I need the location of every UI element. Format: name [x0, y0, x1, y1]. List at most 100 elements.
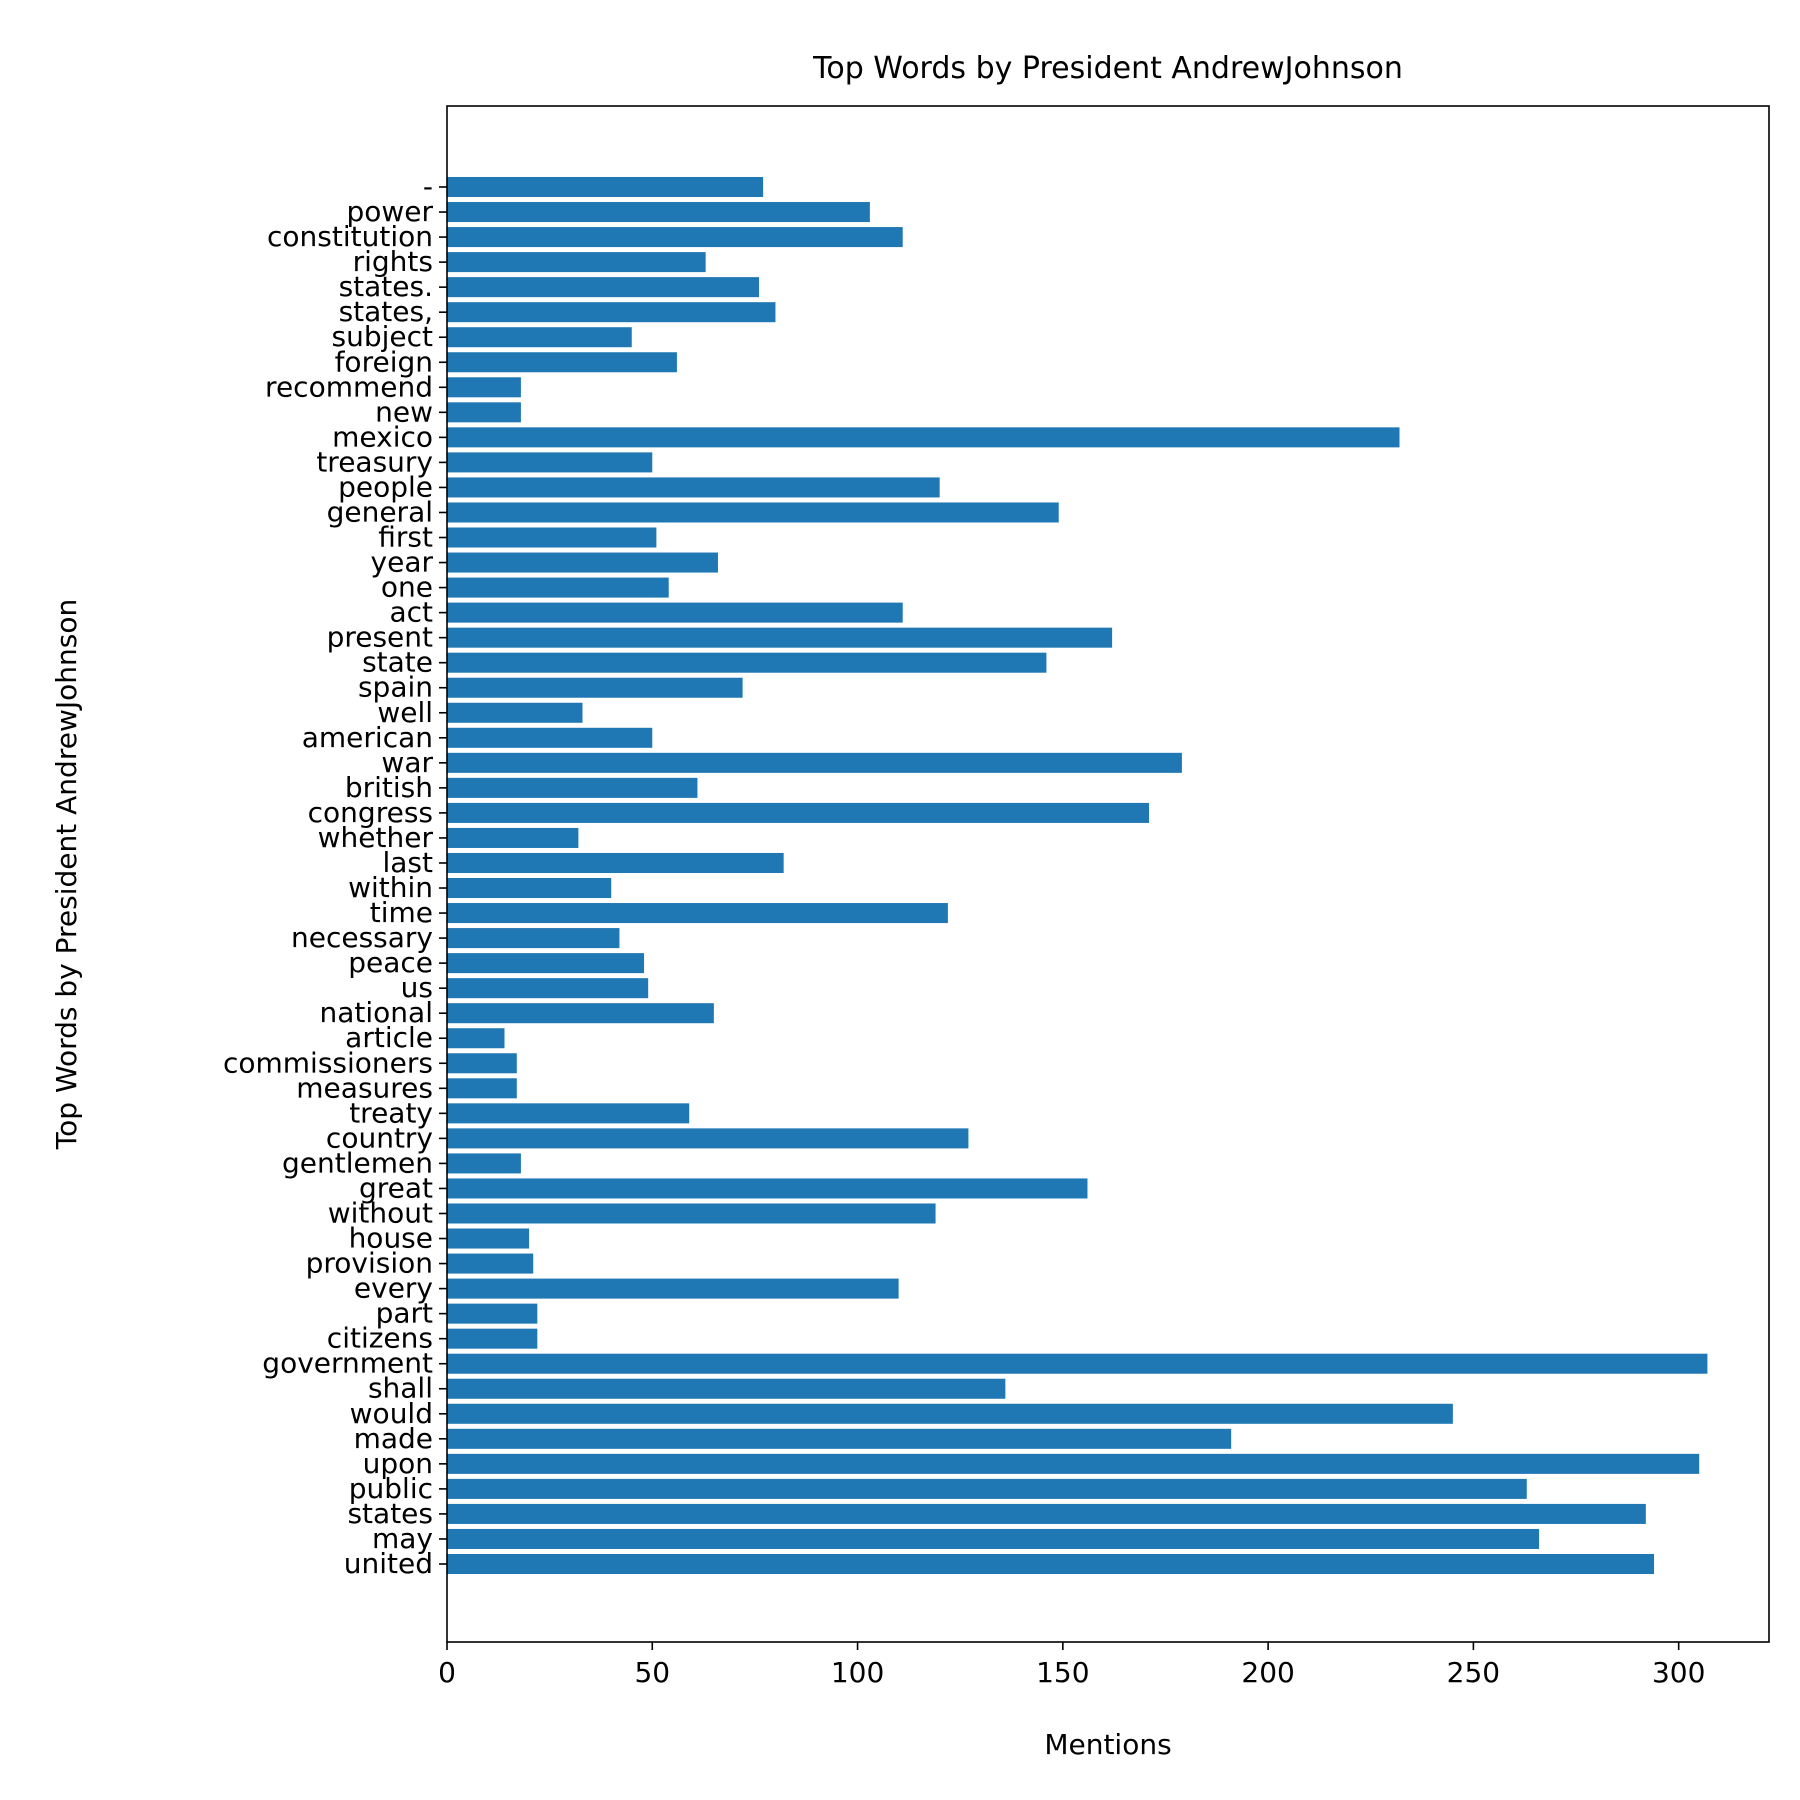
bars-group: [447, 176, 1708, 1575]
bar: [447, 903, 948, 924]
y-tick-label: power: [346, 195, 433, 228]
bar: [447, 1128, 969, 1149]
y-tick-label: -: [423, 170, 433, 203]
y-tick-label: state: [362, 646, 433, 679]
bar: [447, 302, 776, 323]
y-tick-label: upon: [363, 1447, 433, 1480]
bar: [447, 1178, 1088, 1199]
y-tick-label: article: [345, 1021, 433, 1054]
bar: [447, 802, 1150, 823]
bar: [447, 227, 903, 248]
bar: [447, 677, 743, 698]
y-axis-label: Top Words by President AndrewJohnson: [50, 599, 83, 1150]
y-tick-label: government: [262, 1347, 433, 1380]
y-tick-label: measures: [296, 1071, 433, 1104]
x-tick-label: 150: [1036, 1656, 1089, 1689]
y-tick-label: present: [327, 621, 433, 654]
bar: [447, 1228, 530, 1249]
y-tick-label: british: [345, 771, 433, 804]
y-tick-label: house: [349, 1222, 433, 1255]
bar: [447, 702, 583, 723]
y-tick-label: new: [375, 395, 433, 428]
y-tick-label: treaty: [349, 1096, 433, 1129]
bar: [447, 652, 1047, 673]
y-tick-label: states: [347, 1497, 433, 1530]
bar: [447, 1328, 538, 1349]
bar: [447, 777, 698, 798]
bar: [447, 477, 940, 498]
bar: [447, 627, 1113, 648]
x-axis: 0 50 100 150 200 250 300: [438, 1642, 1705, 1689]
y-tick-label: without: [328, 1196, 433, 1229]
bar: [447, 277, 760, 298]
y-tick-label: citizens: [327, 1322, 433, 1355]
y-tick-label: gentlemen: [282, 1146, 433, 1179]
y-tick-label: every: [354, 1272, 433, 1305]
bar: [447, 1028, 505, 1049]
bar: [447, 402, 521, 423]
bar: [447, 1003, 714, 1024]
bar: [447, 953, 645, 974]
y-tick-label: rights: [353, 245, 433, 278]
y-tick-label: war: [381, 746, 433, 779]
bar: [447, 752, 1182, 773]
bar: [447, 1053, 517, 1074]
y-tick-label: united: [344, 1547, 433, 1580]
y-tick-label: constitution: [267, 220, 433, 253]
y-tick-label: part: [376, 1297, 433, 1330]
y-tick-label: congress: [308, 796, 433, 829]
y-tick-label: foreign: [335, 345, 433, 378]
bar: [447, 1403, 1453, 1424]
bar: [447, 352, 677, 373]
y-tick-label: great: [359, 1171, 433, 1204]
bar: [447, 852, 784, 873]
bar: [447, 527, 657, 548]
y-tick-label: peace: [348, 946, 433, 979]
bar: [447, 1103, 690, 1124]
bar: [447, 1253, 534, 1274]
bar: [447, 1353, 1708, 1374]
y-tick-label: within: [348, 871, 433, 904]
bar: [447, 1203, 936, 1224]
y-tick-label: recommend: [265, 370, 433, 403]
y-tick-label: time: [370, 896, 433, 929]
y-tick-label: year: [371, 546, 434, 579]
bar: [447, 1378, 1006, 1399]
bar: [447, 602, 903, 623]
x-tick-label: 0: [438, 1656, 456, 1689]
y-tick-label: whether: [318, 821, 434, 854]
bar: [447, 878, 612, 899]
bar: [447, 1503, 1646, 1524]
y-tick-label: made: [354, 1422, 433, 1455]
bar: [447, 1303, 538, 1324]
y-tick-label: states,: [339, 295, 433, 328]
y-tick-label: spain: [358, 671, 433, 704]
y-tick-label: provision: [306, 1247, 433, 1280]
bar: [447, 1278, 899, 1299]
y-tick-label: country: [326, 1121, 433, 1154]
bar: [447, 1078, 517, 1099]
bar: [447, 552, 718, 573]
y-tick-label: one: [381, 571, 433, 604]
bar: [447, 1478, 1527, 1499]
bar: [447, 1428, 1232, 1449]
chart-title: Top Words by President AndrewJohnson: [812, 51, 1403, 86]
y-tick-label: may: [372, 1522, 433, 1555]
y-tick-label: public: [349, 1472, 433, 1505]
y-tick-label: people: [338, 470, 433, 503]
x-tick-label: 50: [634, 1656, 670, 1689]
y-tick-label: us: [401, 971, 433, 1004]
bar: [447, 202, 870, 223]
y-tick-label: necessary: [291, 921, 433, 954]
bar: [447, 427, 1400, 448]
y-tick-label: american: [302, 721, 433, 754]
y-tick-label: treasury: [316, 445, 433, 478]
plot-frame: [446, 105, 1770, 1643]
bar: [447, 252, 706, 273]
bar: [447, 978, 649, 999]
bar: [447, 1528, 1540, 1549]
bar: [447, 727, 653, 748]
bar: [447, 1553, 1655, 1575]
